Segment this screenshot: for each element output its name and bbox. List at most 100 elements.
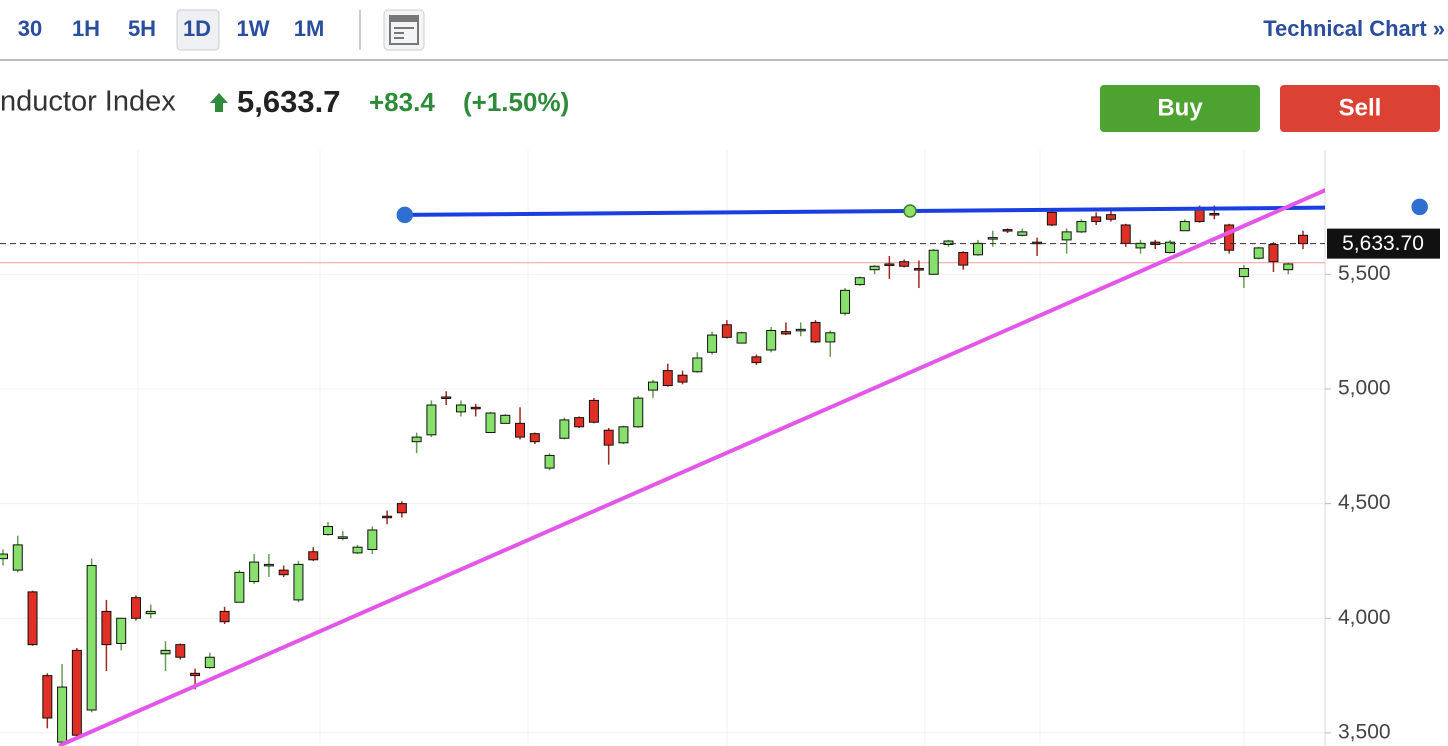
candle-body (780, 331, 791, 335)
candle-body (943, 240, 954, 245)
candle-body (766, 329, 777, 351)
timeframe-button[interactable]: 30 (18, 16, 42, 41)
candle-body (854, 277, 865, 286)
candle-body (411, 436, 422, 443)
candle-body (1120, 224, 1131, 244)
buy-button[interactable]: Buy (1100, 85, 1260, 132)
candle-body (1076, 221, 1087, 233)
candle-body (86, 565, 97, 711)
candle-body (71, 649, 82, 736)
timeframe-button[interactable]: 1H (72, 16, 100, 41)
candle-body (1002, 229, 1013, 232)
candle-body (1017, 231, 1028, 236)
candle-body (367, 529, 378, 550)
candle-body (603, 429, 614, 446)
candle-body (574, 417, 585, 428)
candle-body (57, 686, 68, 743)
candle-body (913, 268, 924, 271)
timeframe-button[interactable]: 1W (237, 16, 270, 41)
candle-body (1298, 234, 1308, 245)
candle-body (1238, 268, 1249, 278)
candle-body (662, 370, 673, 387)
candle-body (559, 419, 570, 439)
sell-button[interactable]: Sell (1280, 85, 1440, 132)
candle-body (145, 610, 156, 615)
candle-body (263, 563, 274, 567)
candle-body (204, 656, 215, 669)
candle-body (1209, 213, 1220, 216)
last-value-label: 5,633.70 (1342, 232, 1424, 255)
candle-body (692, 357, 703, 373)
change: +83.4 (369, 87, 435, 117)
time-grid (137, 150, 1245, 746)
candle-body (0, 553, 8, 560)
candle-body (869, 265, 880, 271)
candle-body (899, 261, 910, 267)
y-tick-label: 3,500 (1338, 720, 1391, 743)
candle-body (130, 597, 141, 619)
sell-label[interactable]: Sell (1339, 94, 1382, 121)
candle-body (293, 563, 304, 601)
candle-body (751, 356, 762, 364)
candle-body (987, 237, 998, 240)
candle-body (1032, 241, 1043, 245)
candle-body (455, 404, 466, 413)
timeframe-button[interactable]: 1M (294, 16, 325, 41)
candle-body (175, 644, 186, 658)
candle-body (1165, 241, 1176, 254)
candle-body (500, 414, 511, 424)
candle-body (1268, 243, 1279, 263)
candle-body (470, 406, 481, 410)
candle-body (116, 617, 127, 644)
candle-body (190, 672, 201, 677)
layout-icon[interactable] (383, 9, 425, 51)
candle-body (544, 454, 555, 469)
change-percent: (+1.50%) (463, 87, 569, 117)
trendline-handle (396, 206, 414, 224)
buy-label[interactable]: Buy (1157, 94, 1203, 121)
candle-body (795, 328, 806, 332)
candle-body (337, 536, 348, 539)
candle-body (1253, 247, 1264, 259)
plot (0, 205, 1325, 745)
candle-body (825, 332, 836, 343)
candle-body (308, 551, 319, 561)
candle-body (736, 332, 747, 344)
timeframe-button[interactable]: 1D (183, 16, 211, 41)
candle-body (884, 263, 895, 266)
candle-body (958, 252, 969, 266)
y-tick-label: 5,000 (1338, 376, 1391, 399)
candle-body (707, 334, 718, 353)
price: 5,633.7 (237, 84, 340, 119)
candle-body (1105, 214, 1116, 220)
candle-body (234, 571, 245, 603)
candle-body (1046, 211, 1057, 226)
candle-body (1179, 221, 1190, 232)
candle-body (633, 397, 644, 428)
candle-body (721, 324, 732, 338)
y-tick-label: 4,500 (1338, 491, 1391, 514)
technical-chart-link[interactable]: Technical Chart » (1263, 16, 1445, 41)
up-arrow (210, 93, 228, 112)
candle-body (677, 374, 688, 383)
y-tick-label: 4,000 (1338, 606, 1391, 629)
last-value-box (1327, 228, 1440, 259)
candle-body (441, 396, 452, 399)
candle-body (1061, 231, 1072, 241)
timeframe-button[interactable]: 5H (128, 16, 156, 41)
candle-body (840, 289, 851, 314)
candle-body (515, 422, 526, 438)
candle-body (323, 526, 333, 536)
candle-body (928, 249, 939, 275)
candle-body (648, 381, 658, 391)
trendline-handle (1411, 198, 1428, 216)
candle-body (426, 404, 437, 436)
axis-labels: 3,500 4,000 4,500 5,000 5,500 5,633.70 (1325, 228, 1440, 743)
candle-body (618, 426, 629, 444)
candle-body (382, 515, 393, 519)
candle-body (278, 569, 289, 576)
candle-body (352, 546, 363, 554)
candle-body (1194, 208, 1205, 223)
